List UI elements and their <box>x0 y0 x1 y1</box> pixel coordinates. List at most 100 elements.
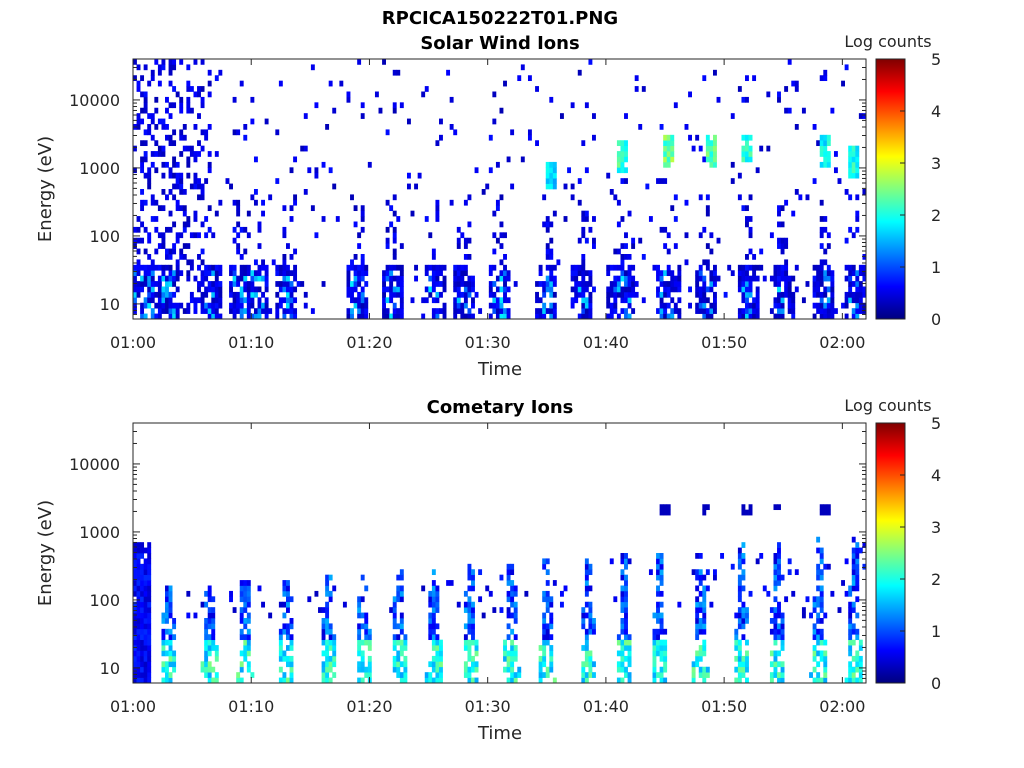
heatmap-cell <box>819 232 824 239</box>
heatmap-cell <box>510 650 515 657</box>
heatmap-cell <box>584 650 589 657</box>
heatmap-cell <box>214 291 219 298</box>
heatmap-cell <box>161 286 166 293</box>
heatmap-cell <box>253 199 258 206</box>
heatmap-cell <box>670 275 675 282</box>
heatmap-cell <box>819 302 824 309</box>
heatmap-cell <box>510 183 515 190</box>
heatmap-cell <box>691 145 696 152</box>
heatmap-cell <box>609 264 614 271</box>
heatmap-cell <box>606 291 611 298</box>
heatmap-cell <box>193 124 198 130</box>
heatmap-cell <box>257 313 262 320</box>
heatmap-cell <box>666 248 671 255</box>
heatmap-cell <box>823 509 828 516</box>
heatmap-cell <box>410 297 415 304</box>
heatmap-cell <box>165 291 169 298</box>
heatmap-cell <box>506 308 511 314</box>
heatmap-cell <box>851 639 856 646</box>
heatmap-cell <box>243 601 248 608</box>
heatmap-cell <box>709 281 714 287</box>
heatmap-cell <box>179 270 184 277</box>
heatmap-cell <box>350 308 354 314</box>
heatmap-cell <box>777 96 781 103</box>
heatmap-cell <box>232 297 237 304</box>
heatmap-cell <box>631 308 636 314</box>
heatmap-cell <box>392 107 397 114</box>
heatmap-cell <box>777 210 781 217</box>
heatmap-cell <box>855 194 860 201</box>
heatmap-cell <box>862 302 867 309</box>
heatmap-cell <box>147 628 152 635</box>
heatmap-cell <box>720 553 725 559</box>
heatmap-cell <box>357 232 362 239</box>
heatmap-cell <box>157 264 162 271</box>
heatmap-cell <box>467 291 472 298</box>
heatmap-cell <box>552 161 557 168</box>
heatmap-cell <box>745 308 749 314</box>
heatmap-cell <box>588 281 593 287</box>
heatmap-cell <box>172 655 177 662</box>
heatmap-cell <box>367 645 372 651</box>
heatmap-cell <box>431 254 436 260</box>
heatmap-cell <box>389 313 394 320</box>
heatmap-cell <box>542 650 547 657</box>
heatmap-cell <box>431 655 436 662</box>
heatmap-cell <box>165 666 169 673</box>
heatmap-cell <box>677 264 682 271</box>
heatmap-cell <box>136 639 141 646</box>
heatmap-cell <box>592 237 596 244</box>
heatmap-cell <box>809 672 813 678</box>
heatmap-cell <box>467 645 472 651</box>
heatmap-cell <box>663 302 668 309</box>
heatmap-cell <box>677 297 682 304</box>
heatmap-cell <box>826 286 831 293</box>
heatmap-cell <box>346 270 351 277</box>
heatmap-cell <box>656 601 660 608</box>
heatmap-cell <box>659 509 664 516</box>
heatmap-cell <box>207 634 212 641</box>
heatmap-cell <box>581 645 586 651</box>
heatmap-cell <box>844 297 849 304</box>
heatmap-cell <box>741 504 746 511</box>
heatmap-cell <box>463 199 468 206</box>
heatmap-cell <box>748 216 753 222</box>
heatmap-cell <box>848 264 853 271</box>
heatmap-cell <box>382 308 386 314</box>
heatmap-cell <box>236 221 241 228</box>
heatmap-cell <box>243 286 248 293</box>
heatmap-cell <box>823 504 828 511</box>
heatmap-cell <box>577 313 582 320</box>
heatmap-cell <box>175 183 180 190</box>
heatmap-cell <box>253 189 258 195</box>
heatmap-cell <box>232 96 237 103</box>
heatmap-cell <box>745 145 749 152</box>
heatmap-cell <box>801 297 806 304</box>
heatmap-cell <box>584 634 589 641</box>
heatmap-cell <box>688 134 692 141</box>
heatmap-cell <box>624 634 628 641</box>
heatmap-cell <box>787 281 792 287</box>
heatmap-cell <box>851 628 856 635</box>
heatmap-cell <box>627 286 632 293</box>
heatmap-cell <box>389 291 394 298</box>
heatmap-cell <box>816 302 821 309</box>
heatmap-cell <box>752 313 757 320</box>
heatmap-cell <box>616 167 621 174</box>
heatmap-cell <box>648 216 653 222</box>
heatmap-cell <box>168 612 173 619</box>
heatmap-cell <box>584 167 589 174</box>
heatmap-cell <box>741 558 746 565</box>
heatmap-cell <box>819 504 824 511</box>
heatmap-cell <box>431 645 436 651</box>
heatmap-cell <box>581 291 586 298</box>
heatmap-cell <box>855 270 860 277</box>
heatmap-cell <box>624 607 628 613</box>
heatmap-cell <box>268 612 273 619</box>
heatmap-cell <box>801 612 806 619</box>
heatmap-cell <box>844 275 849 282</box>
heatmap-cell <box>229 308 233 314</box>
heatmap-cell <box>830 297 835 304</box>
heatmap-cell <box>545 672 550 678</box>
